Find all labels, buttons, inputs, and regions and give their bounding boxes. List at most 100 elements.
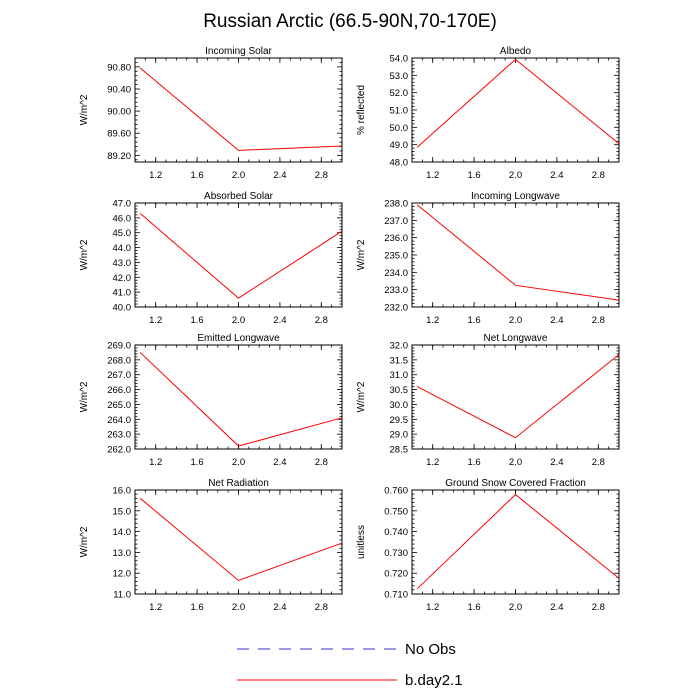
panel-1-ytick-label: 89.60: [107, 129, 131, 140]
panel-7-net-radiation: Net Radiation W/m^2 1.2 1.6 2.0 2.4 2.8 11.0 12.…: [79, 478, 343, 613]
panel-1-xtick-label: 2.4: [273, 170, 286, 181]
panel-6-title: Net Longwave: [484, 333, 548, 344]
panel-6-ytick-label: 31.5: [390, 355, 409, 366]
panel-1-incoming-solar: Incoming Solar W/m^2 1.2 1.6 2.0 2.4 2.8 89.20 8…: [79, 46, 343, 181]
panel-3-absorbed-solar: Absorbed Solar W/m^2 1.2 1.6 2.0 2.4 2.8 40.0 41…: [79, 191, 343, 326]
panel-5-xtick-label: 1.2: [149, 457, 162, 468]
panel-2-ytick-label: 52.0: [390, 88, 409, 99]
panel-6-xtick-label: 2.0: [509, 457, 522, 468]
panel-7-ytick-label: 16.0: [113, 486, 132, 497]
panel-8-xtick-label: 1.6: [467, 602, 480, 613]
main-title: Russian Arctic (66.5-90N,70-170E): [203, 11, 497, 32]
panel-8-xtick-label: 2.0: [509, 602, 522, 613]
panel-4-title: Incoming Longwave: [471, 191, 560, 202]
panel-4-ytick-label: 238.0: [384, 199, 408, 210]
panel-2-ytick-label: 50.0: [390, 123, 409, 134]
panel-4-xtick-label: 1.2: [426, 315, 439, 326]
panel-2-frame: [411, 57, 620, 163]
panel-4-frame: [411, 202, 620, 308]
panel-8-ytick-label: 0.740: [384, 527, 408, 538]
panel-6-series-b-day2-1: [416, 354, 620, 439]
panel-6-ytick-label: 32.0: [390, 341, 409, 352]
legend-label-b-day2-1: b.day2.1: [405, 672, 463, 689]
panel-8-series-b-day2-1: [416, 493, 620, 590]
panel-5-series-b-day2-1: [139, 352, 343, 447]
panel-2-series-b-day2-1: [416, 58, 620, 148]
panel-2-title: Albedo: [500, 46, 532, 57]
legend: No Obs b.day2.1: [237, 641, 463, 689]
panel-5-frame: [134, 344, 343, 450]
panel-5-emitted-longwave: Emitted Longwave W/m^2 1.2 1.6 2.0 2.4 2.8 262.…: [79, 333, 343, 468]
panel-2-xtick-label: 2.4: [550, 170, 563, 181]
panel-2-albedo: Albedo % reflected 1.2 1.6 2.0 2.4 2.8 48.0 49.0…: [356, 46, 620, 181]
panel-3-xtick-label: 1.6: [190, 315, 203, 326]
panel-5-xtick-label: 2.8: [315, 457, 328, 468]
panel-3-ytick-label: 40.0: [113, 303, 132, 314]
panel-4-series-b-day2-1: [416, 204, 620, 301]
panel-5-ytick-label: 269.0: [107, 341, 131, 352]
panel-8-ytick-label: 0.760: [384, 486, 408, 497]
panel-8-ytick-label: 0.710: [384, 590, 408, 601]
panel-4-ytick-label: 237.0: [384, 216, 408, 227]
panel-2-ytick-label: 48.0: [390, 158, 409, 169]
panel-8-xtick-label: 1.2: [426, 602, 439, 613]
panel-7-ytick-label: 12.0: [113, 569, 132, 580]
panel-8-xtick-label: 2.4: [550, 602, 563, 613]
panel-8-ytick-label: 0.750: [384, 506, 408, 517]
panel-6-xtick-label: 1.6: [467, 457, 480, 468]
panel-5-title: Emitted Longwave: [197, 333, 280, 344]
panel-1-ytick-label: 89.20: [107, 151, 131, 162]
panel-4-ytick-label: 234.0: [384, 268, 408, 279]
panel-7-ytick-label: 11.0: [113, 590, 131, 601]
panel-1-xtick-label: 2.8: [315, 170, 328, 181]
panel-6-xtick-label: 2.4: [550, 457, 563, 468]
panel-7-title: Net Radiation: [208, 478, 269, 489]
panel-7-xtick-label: 2.0: [232, 602, 245, 613]
panel-4-xtick-label: 2.4: [550, 315, 563, 326]
panel-6-ylabel: W/m^2: [356, 381, 367, 412]
panel-8-ground-snow-covered-fraction: Ground Snow Covered Fraction unitless 1.2 1…: [356, 478, 620, 613]
panel-2-xtick-label: 1.6: [467, 170, 480, 181]
panel-4-incoming-longwave: Incoming Longwave W/m^2 1.2 1.6 2.0 2.4 2.8 232…: [356, 191, 620, 326]
panel-7-xtick-label: 1.2: [149, 602, 162, 613]
panel-4-xtick-label: 2.8: [592, 315, 605, 326]
panel-5-ytick-label: 263.0: [107, 430, 131, 441]
panel-1-series-b-day2-1: [139, 67, 343, 151]
panel-6-ytick-label: 29.0: [390, 430, 409, 441]
panel-3-ytick-label: 41.0: [113, 288, 132, 299]
panel-8-ytick-label: 0.730: [384, 548, 408, 559]
panel-7-series-b-day2-1: [139, 497, 343, 582]
panel-3-xtick-label: 2.8: [315, 315, 328, 326]
panels: Incoming Solar W/m^2 1.2 1.6 2.0 2.4 2.8 89.20 8…: [79, 46, 620, 613]
panel-8-xtick-label: 2.8: [592, 602, 605, 613]
panel-5-ytick-label: 265.0: [107, 400, 131, 411]
panel-1-xtick-label: 1.6: [190, 170, 203, 181]
panel-4-ytick-label: 233.0: [384, 285, 408, 296]
panel-3-xtick-label: 2.0: [232, 315, 245, 326]
panel-2-ytick-label: 49.0: [390, 140, 409, 151]
panel-7-xtick-label: 1.6: [190, 602, 203, 613]
panel-1-ytick-label: 90.80: [107, 62, 131, 73]
panel-3-ytick-label: 46.0: [113, 213, 132, 224]
panel-8-ylabel: unitless: [356, 525, 367, 559]
panel-3-xtick-label: 1.2: [149, 315, 162, 326]
panel-5-ylabel: W/m^2: [79, 381, 90, 412]
panel-4-ytick-label: 236.0: [384, 233, 408, 244]
panel-2-ytick-label: 54.0: [390, 54, 409, 65]
panel-6-xtick-label: 1.2: [426, 457, 439, 468]
panel-1-xtick-label: 1.2: [149, 170, 162, 181]
panel-1-ytick-label: 90.00: [107, 107, 131, 118]
panel-6-xtick-label: 2.8: [592, 457, 605, 468]
panel-5-xtick-label: 1.6: [190, 457, 203, 468]
panel-1-ylabel: W/m^2: [79, 94, 90, 125]
panel-2-xtick-label: 2.8: [592, 170, 605, 181]
panel-3-ytick-label: 43.0: [113, 258, 132, 269]
panel-1-xtick-label: 2.0: [232, 170, 245, 181]
panel-3-ytick-label: 47.0: [113, 199, 132, 210]
panel-4-xtick-label: 1.6: [467, 315, 480, 326]
panel-7-ytick-label: 15.0: [113, 506, 132, 517]
panel-2-xtick-label: 1.2: [426, 170, 439, 181]
panel-5-xtick-label: 2.0: [232, 457, 245, 468]
panel-7-xtick-label: 2.4: [273, 602, 286, 613]
panel-3-frame: [134, 202, 343, 308]
